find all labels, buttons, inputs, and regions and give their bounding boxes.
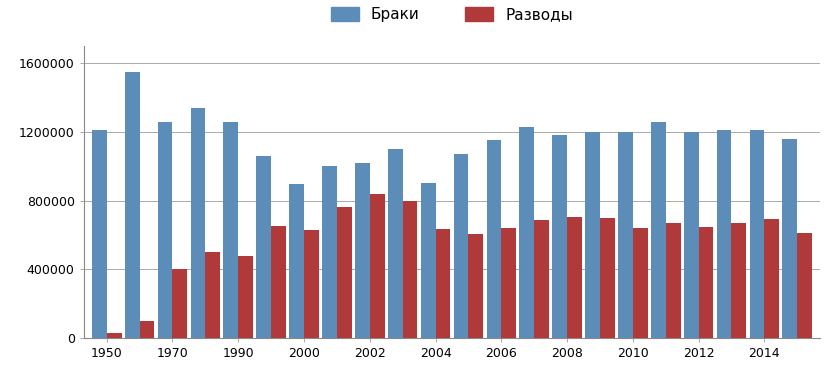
Bar	[157, 122, 172, 338]
Bar	[140, 321, 154, 338]
Bar	[567, 217, 581, 338]
Bar	[336, 207, 351, 338]
Bar	[107, 333, 121, 338]
Bar	[763, 219, 778, 338]
Bar	[402, 201, 417, 338]
Bar	[617, 132, 632, 338]
Bar	[782, 139, 796, 338]
Bar	[435, 229, 450, 338]
Bar	[191, 108, 205, 338]
Bar	[223, 122, 238, 338]
Bar	[125, 72, 140, 338]
Bar	[716, 130, 731, 338]
Bar	[796, 233, 811, 338]
Bar	[552, 135, 567, 338]
Bar	[303, 230, 319, 338]
Bar	[501, 228, 516, 338]
Bar	[238, 255, 252, 338]
Bar	[683, 132, 698, 338]
Bar	[205, 252, 220, 338]
Bar	[354, 163, 370, 338]
Bar	[387, 149, 402, 338]
Legend: Браки, Разводы: Браки, Разводы	[324, 1, 579, 28]
Bar	[92, 130, 107, 338]
Bar	[632, 228, 647, 338]
Bar	[271, 226, 286, 338]
Bar	[486, 141, 501, 338]
Bar	[749, 130, 763, 338]
Bar	[322, 166, 336, 338]
Bar	[172, 269, 187, 338]
Bar	[453, 154, 468, 338]
Bar	[599, 218, 614, 338]
Bar	[665, 223, 680, 338]
Bar	[256, 156, 271, 338]
Bar	[698, 227, 712, 338]
Bar	[533, 220, 548, 338]
Bar	[731, 223, 746, 338]
Bar	[289, 184, 303, 338]
Bar	[421, 184, 435, 338]
Bar	[468, 234, 482, 338]
Bar	[584, 132, 599, 338]
Bar	[650, 122, 665, 338]
Bar	[519, 127, 533, 338]
Bar	[370, 194, 384, 338]
